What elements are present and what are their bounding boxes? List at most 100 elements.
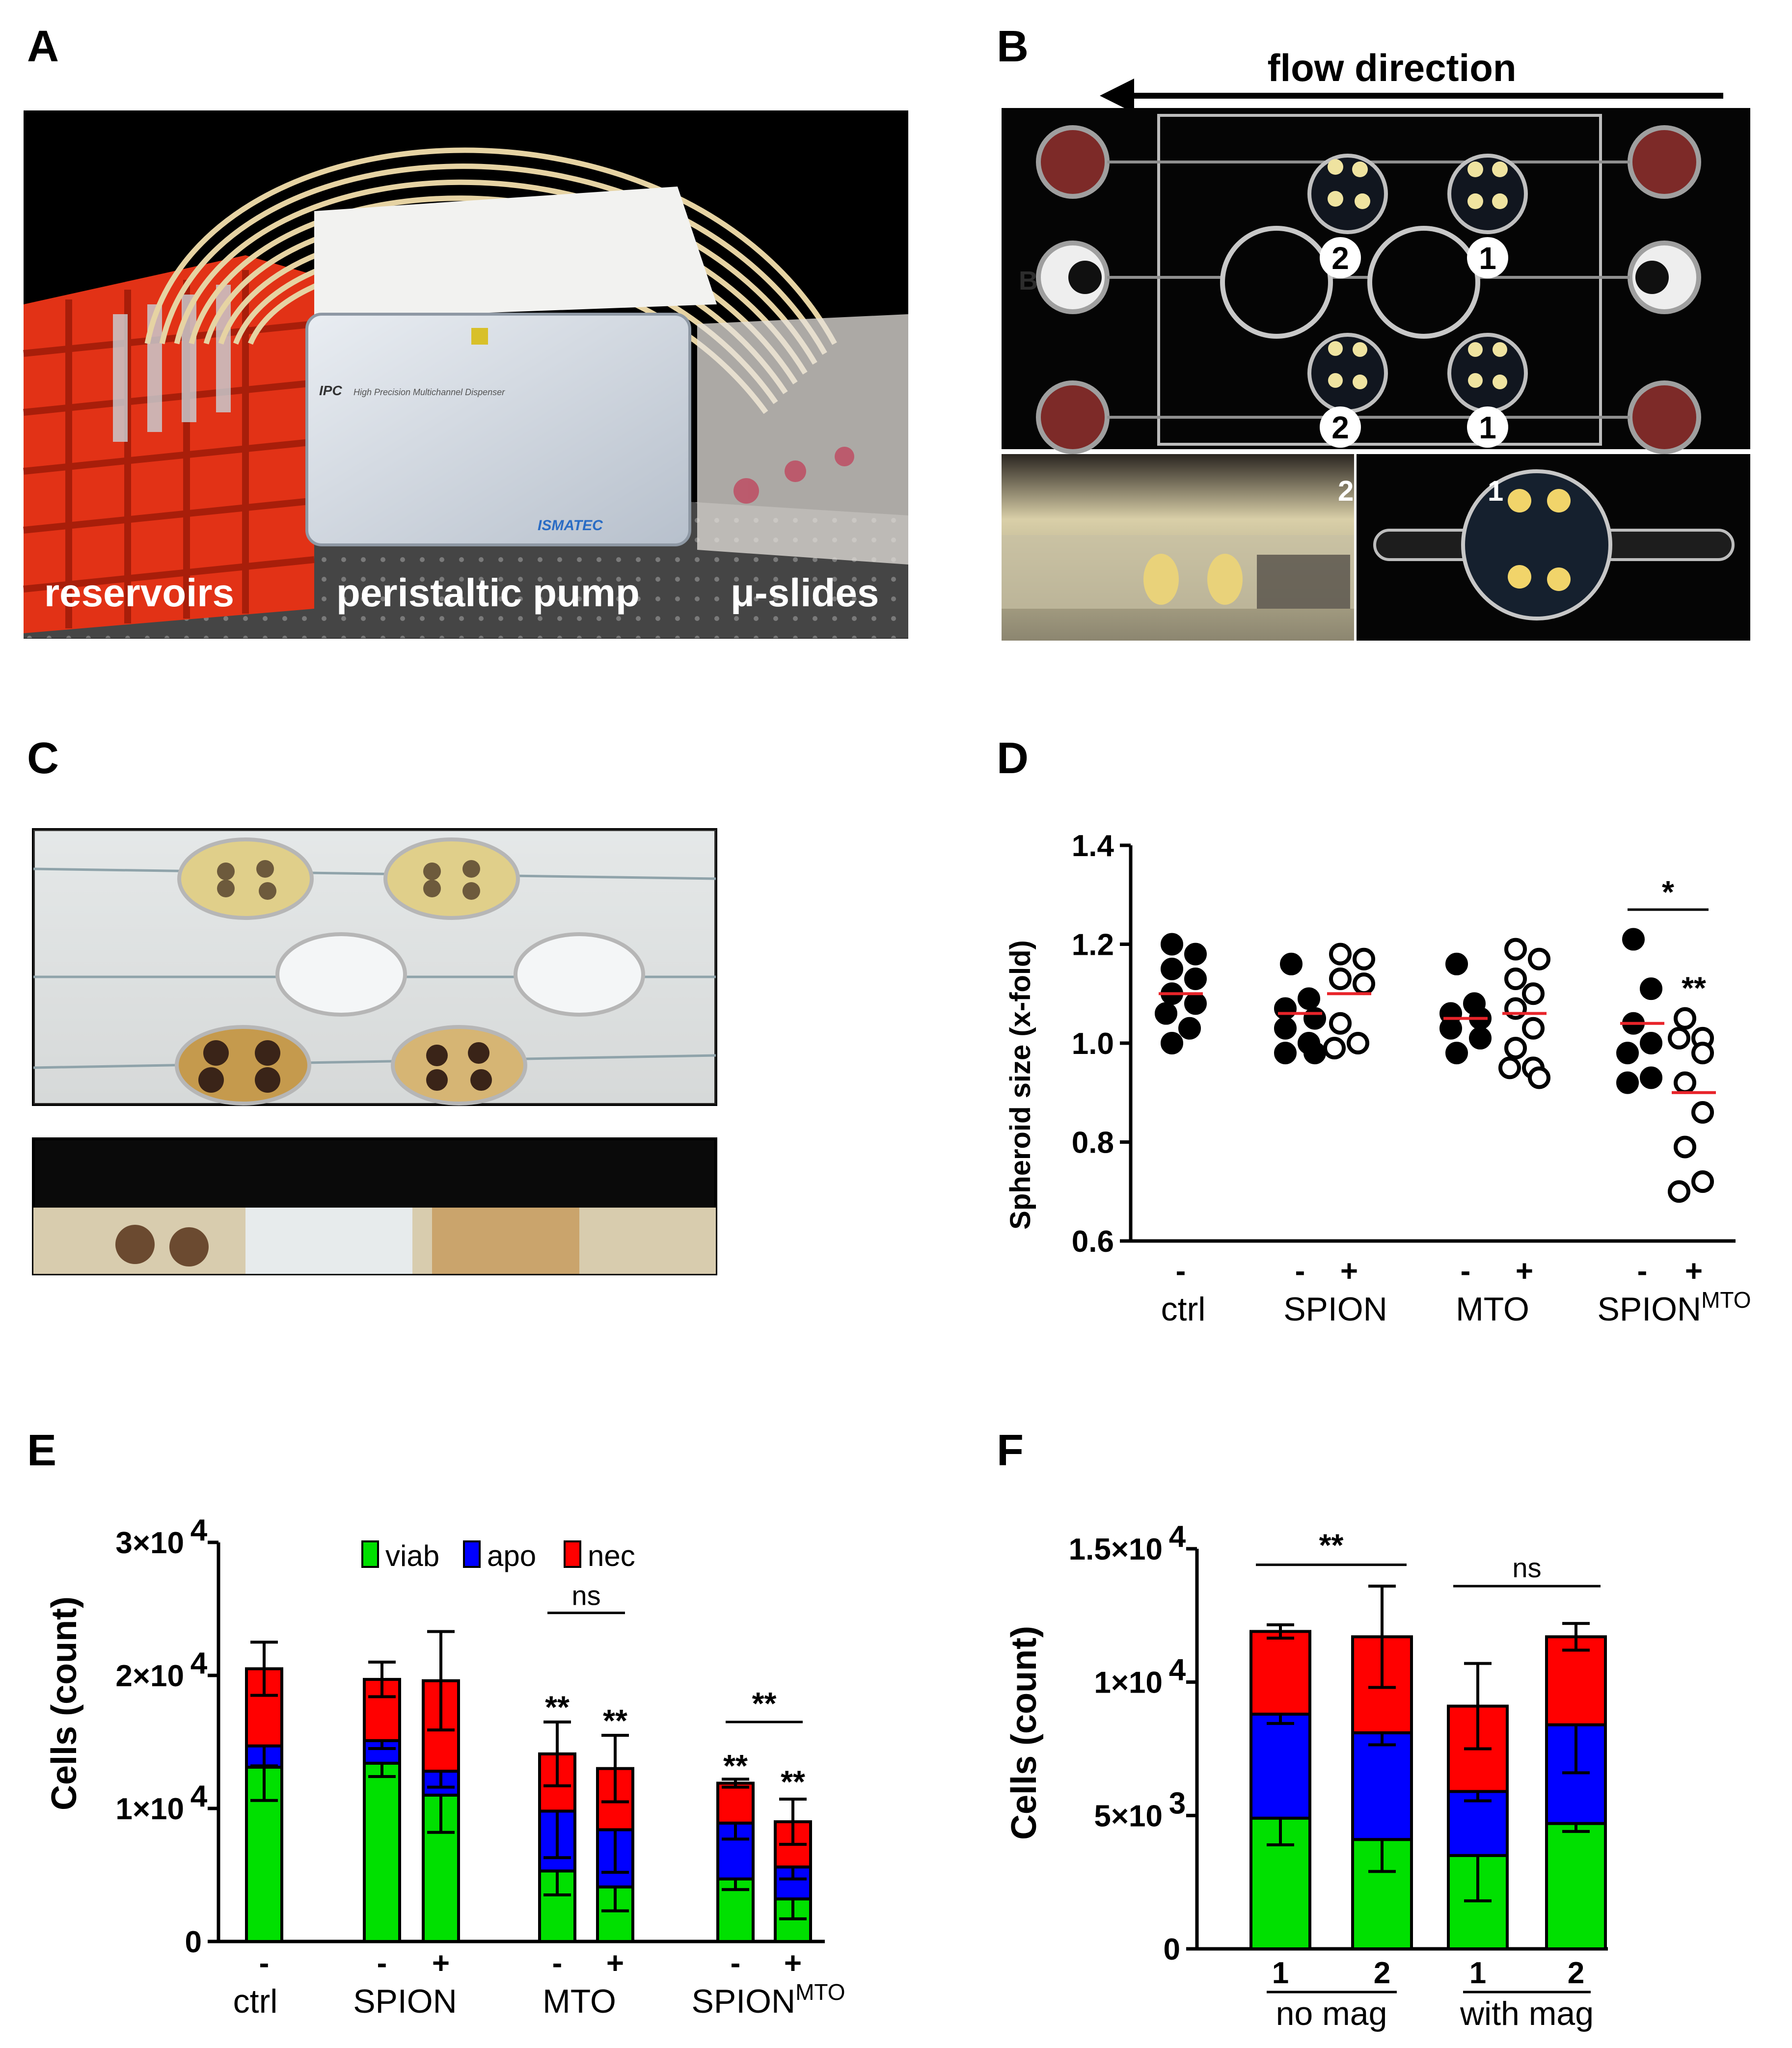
- inset-number-1: 1: [1488, 475, 1503, 507]
- y-tick-label: 1.5×10: [1069, 1533, 1163, 1566]
- d-group-label: ctrl: [1161, 1291, 1206, 1328]
- panel-d: D Spheroid size (x-fold) 0.6 0.8 1.0 1.2 1.4…: [997, 734, 1751, 1328]
- e-legend: viab apo nec: [361, 1539, 635, 1572]
- d-data-point: [1329, 968, 1352, 991]
- e-sub-label: -: [259, 1946, 270, 1980]
- bar-segment-viab: [1545, 1822, 1607, 1950]
- d-y-tick-label: 1.4: [1072, 829, 1114, 863]
- f-significance-label: **: [1319, 1528, 1344, 1563]
- d-data-point: [1445, 1042, 1468, 1065]
- e-y-axis-label: Cells (count): [45, 1596, 84, 1810]
- d-group-label: MTO: [1456, 1291, 1529, 1328]
- e-sub-label: -: [377, 1946, 387, 1980]
- caption-mu-slides: μ-slides: [731, 571, 879, 615]
- d-data-point: [1504, 997, 1527, 1020]
- f-sub-label: 2: [1374, 1956, 1390, 1990]
- d-data-point: [1640, 977, 1662, 1000]
- y-tick-exponent: 4: [190, 1513, 208, 1547]
- e-sub-label: -: [552, 1946, 563, 1980]
- e-sub-label: +: [784, 1946, 802, 1980]
- y-tick-exponent: 4: [1169, 1653, 1186, 1687]
- chart-e: 01×10 42×10 43×10 4- - + - + - +ctrl SPION MTO SPION…: [115, 1513, 845, 2020]
- panel-b: B flow direction: [997, 22, 1750, 641]
- d-data-point: [1640, 1032, 1662, 1054]
- y-tick-label: 3×10: [115, 1526, 184, 1560]
- caption-reservoirs: reservoirs: [44, 571, 234, 615]
- d-data-point: [1691, 1170, 1714, 1193]
- f-sub-label: 2: [1568, 1956, 1584, 1990]
- panel-label-d: D: [997, 734, 1029, 783]
- y-tick-label: 0: [185, 1925, 202, 1959]
- row-letter: B: [1019, 266, 1038, 296]
- e-significance-mark: **: [603, 1703, 627, 1738]
- legend-viab-label: viab: [385, 1539, 439, 1572]
- bar-segment-nec: [716, 1781, 755, 1825]
- d-data-point: [1504, 1037, 1527, 1060]
- d-data-point: [1329, 1012, 1352, 1035]
- d-data-point: [1161, 957, 1183, 980]
- e-group-label-sup: MTO: [795, 1979, 845, 2005]
- mu-slides: [697, 314, 908, 565]
- d-group-label: SPION: [1283, 1291, 1387, 1328]
- y-tick-exponent: 4: [1169, 1520, 1186, 1554]
- y-tick-label-base: 1×10: [115, 1792, 184, 1826]
- f-y-axis-label: Cells (count): [1005, 1626, 1044, 1840]
- d-data-point: [1439, 1017, 1462, 1040]
- legend-viab-swatch: [361, 1540, 379, 1568]
- chart-d: 0.60.81.01.21.4- - + - + - +ctrl SPION MTO SPIONM…: [1072, 829, 1751, 1328]
- inset-number-2: 2: [1338, 475, 1354, 507]
- y-tick-exponent: 3: [1169, 1786, 1186, 1820]
- photo-slide-top: 2 1 2 1 B: [1002, 108, 1750, 454]
- d-data-point: [1298, 987, 1320, 1010]
- d-y-axis-label: Spheroid size (x-fold): [1005, 940, 1036, 1230]
- panel-label-c: C: [27, 734, 59, 783]
- photo-pump-setup: IPC High Precision Multichannel Dispense…: [23, 110, 908, 639]
- f-sub-label: 1: [1469, 1956, 1486, 1990]
- legend-apo-label: apo: [487, 1539, 536, 1572]
- bar-segment-viab: [363, 1761, 401, 1943]
- d-group-label: SPIONMTO: [1598, 1287, 1751, 1328]
- d-data-point: [1528, 1066, 1550, 1089]
- caption-peristaltic-pump: peristaltic pump: [336, 571, 640, 615]
- channel-markers: 2 1 2 1: [1320, 237, 1508, 448]
- e-significance-label: **: [752, 1686, 777, 1721]
- flow-direction-arrow: [1100, 79, 1723, 113]
- e-sub-label: +: [606, 1946, 624, 1980]
- d-significance-label: *: [1662, 874, 1674, 910]
- photo-slide-side-inset: 2: [1002, 454, 1354, 641]
- d-data-point: [1498, 1056, 1521, 1079]
- y-tick-label: 2×10: [115, 1659, 184, 1693]
- e-significance-label: ns: [571, 1580, 600, 1611]
- d-data-point: [1522, 1017, 1545, 1040]
- d-data-point: [1161, 933, 1183, 956]
- y-tick-label-base: 1×10: [1094, 1666, 1163, 1700]
- peristaltic-pump: IPC High Precision Multichannel Dispense…: [305, 187, 717, 546]
- d-data-point: [1184, 943, 1207, 966]
- e-group-label-base: ctrl: [233, 1983, 278, 2020]
- d-data-point: [1274, 1042, 1297, 1065]
- e-group-label-base: MTO: [543, 1983, 616, 2020]
- d-data-point: [1640, 1066, 1662, 1089]
- reservoir-rack: [23, 255, 315, 633]
- panel-c: C: [27, 734, 717, 1275]
- d-data-point: [1280, 952, 1303, 975]
- bar-segment-viab: [596, 1885, 634, 1943]
- d-data-point: [1674, 1071, 1696, 1094]
- y-tick-label-base: 2×10: [115, 1659, 184, 1693]
- channel-number-top-right: 1: [1479, 241, 1496, 276]
- f-sub-label: 1: [1272, 1956, 1289, 1990]
- d-sub-label: -: [1461, 1254, 1471, 1288]
- f-group-label: with mag: [1460, 1995, 1594, 2032]
- d-data-point: [1469, 1026, 1492, 1050]
- d-data-point: [1616, 1042, 1639, 1065]
- panel-f: F Cells (count) 05×10 31×10 41.5×10 41 2 1 2no…: [997, 1426, 1608, 2032]
- d-data-point: [1674, 1135, 1696, 1159]
- legend-nec-swatch: [564, 1540, 581, 1568]
- e-group-label: SPIONMTO: [692, 1979, 845, 2020]
- y-tick-label-base: 5×10: [1094, 1799, 1163, 1833]
- channel-number-bottom-left: 2: [1331, 410, 1349, 445]
- e-group-label: ctrl: [233, 1983, 278, 2020]
- d-data-point: [1178, 1017, 1201, 1040]
- panel-label-a: A: [27, 22, 59, 71]
- d-data-point: [1274, 997, 1297, 1020]
